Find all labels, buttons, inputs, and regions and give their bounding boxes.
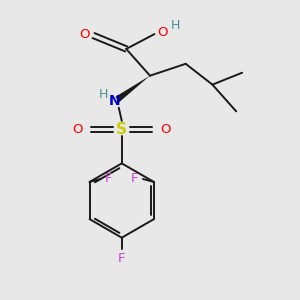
Polygon shape	[116, 76, 150, 102]
Text: H: H	[98, 88, 108, 100]
Text: N: N	[109, 94, 120, 108]
Text: F: F	[118, 252, 125, 265]
Text: O: O	[160, 123, 171, 136]
Text: O: O	[73, 123, 83, 136]
Text: H: H	[171, 19, 181, 32]
Text: O: O	[158, 26, 168, 39]
Text: O: O	[79, 28, 89, 40]
Text: F: F	[131, 172, 138, 185]
Text: F: F	[105, 172, 113, 185]
Text: S: S	[116, 122, 127, 137]
